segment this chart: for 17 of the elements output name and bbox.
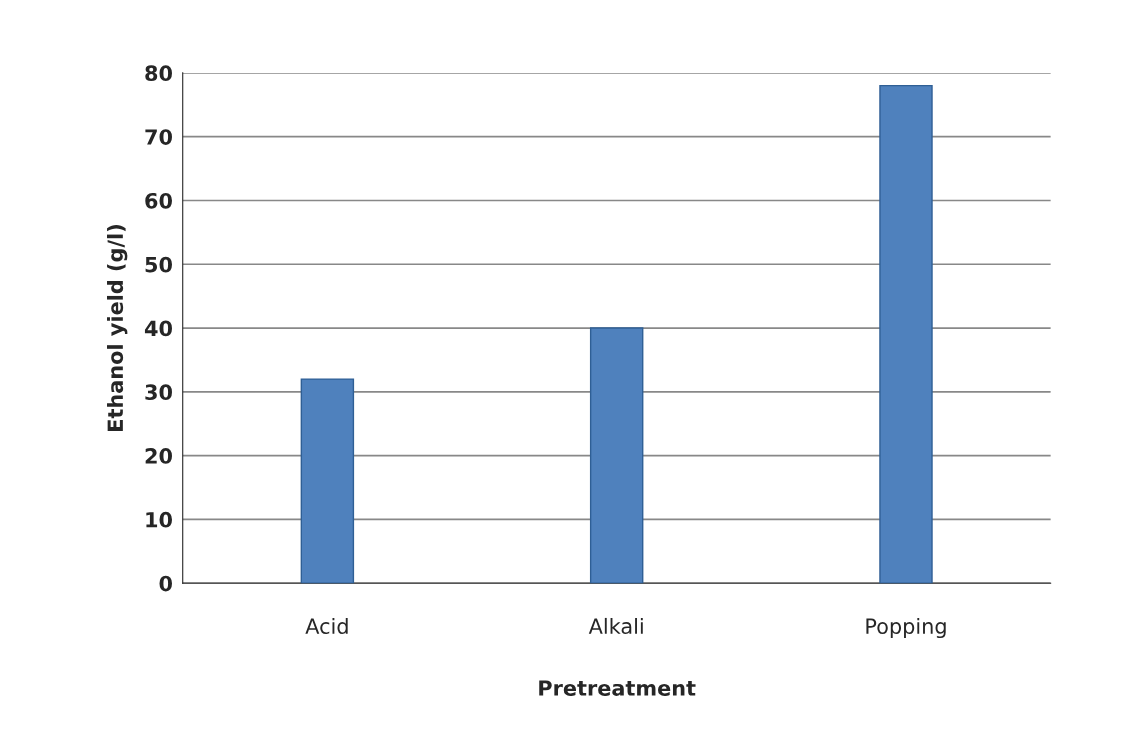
x-tick-label: Alkali <box>588 617 643 635</box>
x-tick-label: Popping <box>866 617 946 639</box>
y-tick-label: 50 <box>145 256 172 273</box>
y-tick-label: 10 <box>146 511 172 528</box>
x-axis-title: Pretreatment <box>539 680 696 696</box>
y-tick-label: 30 <box>145 384 172 401</box>
y-tick-label: 60 <box>145 192 172 209</box>
x-tick-label: Acid <box>305 617 348 635</box>
bar <box>300 378 355 584</box>
y-tick-label: 80 <box>145 65 172 82</box>
y-tick-label: 40 <box>144 320 172 337</box>
y-axis-title: Ethanol yield (g/l) <box>107 225 128 431</box>
y-tick-label: 20 <box>145 448 172 464</box>
y-tick-label: 0 <box>159 575 172 592</box>
y-tick-label: 70 <box>145 129 172 145</box>
bar <box>589 327 644 584</box>
bar <box>879 84 933 584</box>
